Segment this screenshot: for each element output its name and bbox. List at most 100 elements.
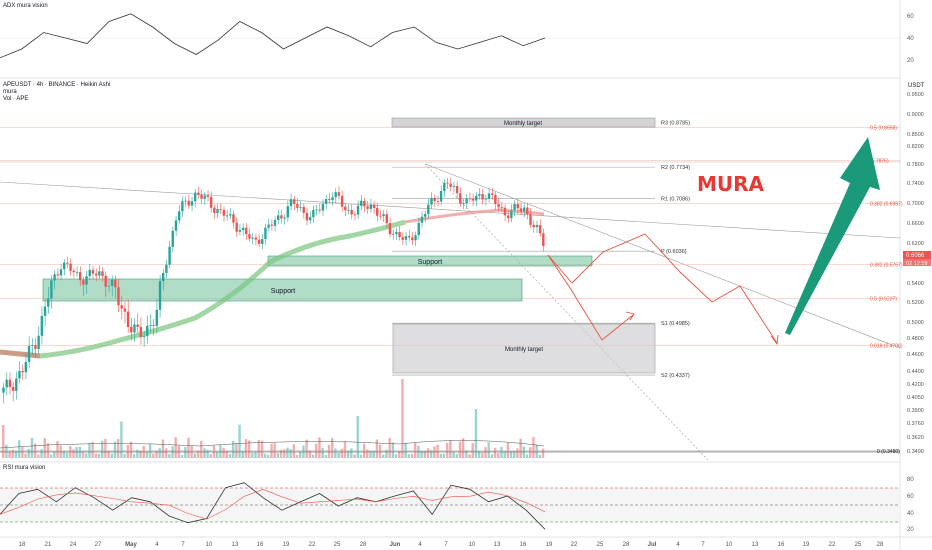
candle-body xyxy=(471,198,475,201)
candle-body xyxy=(340,195,344,207)
candle-body xyxy=(5,379,8,388)
candle-body xyxy=(206,195,210,197)
adx-title[interactable]: ADX mura vision xyxy=(3,3,48,9)
candle-body xyxy=(462,203,465,205)
volume-bar xyxy=(145,451,149,458)
candle-body xyxy=(50,280,53,299)
price-tick: 0.3760 xyxy=(907,421,924,427)
volume-bar xyxy=(509,451,513,458)
volume-bar xyxy=(327,444,331,458)
price-tick: 0.6200 xyxy=(907,241,924,247)
volume-bar xyxy=(461,438,465,458)
time-tick: 28 xyxy=(360,542,367,548)
candle-body xyxy=(360,200,363,206)
candle-body xyxy=(379,215,382,217)
candle-body xyxy=(136,324,139,328)
price-tick: 0.7400 xyxy=(907,181,924,187)
rsi-title[interactable]: RSI mura vision xyxy=(3,465,46,471)
volume-bar xyxy=(184,447,187,458)
candle-body xyxy=(385,214,388,224)
projection-path-head xyxy=(770,334,779,346)
candle-body xyxy=(315,209,318,211)
candle-body xyxy=(82,280,85,285)
volume-bar xyxy=(209,454,213,458)
candle-body xyxy=(66,262,69,264)
candle-body xyxy=(478,194,481,196)
rsi-ytick: 40 xyxy=(907,511,914,517)
volume-bar xyxy=(315,443,318,458)
trendline xyxy=(424,163,901,349)
candle-body xyxy=(117,287,120,306)
volume-bar xyxy=(289,448,292,458)
volume-bar xyxy=(110,453,113,458)
time-tick: Jun xyxy=(390,542,401,548)
candle-body xyxy=(11,387,15,391)
volume-bar xyxy=(222,448,225,458)
adx-ytick: 40 xyxy=(907,36,914,42)
candle-body xyxy=(526,207,529,215)
candle-body xyxy=(104,275,107,287)
volume-bar xyxy=(231,440,235,458)
volume-bar xyxy=(228,454,232,458)
candle-body xyxy=(398,231,401,238)
volume-bar xyxy=(49,454,53,458)
volume-bar xyxy=(46,443,50,458)
rsi-pane: 80 60 40 20 xyxy=(0,477,914,533)
volume-bar xyxy=(33,443,37,458)
time-tick: Jul xyxy=(648,542,657,548)
volume-bar xyxy=(216,452,219,458)
volume-bar xyxy=(206,449,209,458)
candle-body xyxy=(241,227,245,231)
candle-body xyxy=(465,198,468,204)
volume-bar xyxy=(394,454,398,458)
candle-body xyxy=(190,201,194,206)
candle-body xyxy=(174,220,178,231)
time-tick: 13 xyxy=(494,542,501,548)
volume-bar xyxy=(30,437,34,458)
volume-bar xyxy=(78,446,82,458)
candle-body xyxy=(292,199,296,204)
price-tick: 0.3620 xyxy=(907,435,924,441)
candle-body xyxy=(8,379,12,388)
symbol-title[interactable]: APEUSDT · 4h · BINANCE · Heikin Ashi xyxy=(3,82,111,88)
volume-bar xyxy=(81,451,85,458)
candle-body xyxy=(261,239,264,244)
time-tick: 28 xyxy=(877,542,884,548)
time-tick: 27 xyxy=(95,542,102,548)
volume-bar xyxy=(295,454,299,458)
candle-body xyxy=(532,224,535,228)
volume-bar xyxy=(5,444,8,458)
volume-bar xyxy=(56,441,59,458)
candle-body xyxy=(439,191,443,202)
volume-bar xyxy=(40,449,43,458)
volume-bar xyxy=(410,454,414,458)
candle-body xyxy=(53,274,56,281)
volume-bar xyxy=(372,451,375,458)
volume-bar xyxy=(21,446,24,458)
time-tick: 16 xyxy=(778,542,785,548)
fib-label: 0.618 (0.4706) xyxy=(870,344,903,350)
volume-bar xyxy=(187,437,190,458)
zone-label: Monthly target xyxy=(505,347,543,353)
candle-body xyxy=(142,336,146,338)
ma-band-left xyxy=(0,349,41,359)
candle-body xyxy=(248,234,251,239)
candle-body xyxy=(238,230,242,232)
volume-bar xyxy=(225,451,228,458)
volume-bar xyxy=(398,450,401,458)
indicator-volume[interactable]: Vol · APE xyxy=(3,96,29,102)
candle-body xyxy=(395,231,398,234)
countdown-tag xyxy=(903,259,931,266)
volume-bar xyxy=(516,448,519,458)
adx-ytick: 60 xyxy=(907,14,914,20)
time-tick: 19 xyxy=(546,542,553,548)
candle-body xyxy=(407,236,411,238)
volume-bar xyxy=(481,452,484,458)
volume-bar xyxy=(219,444,222,458)
candle-body xyxy=(133,324,136,333)
volume-ma xyxy=(0,440,545,449)
indicator-mura[interactable]: mura xyxy=(3,89,17,95)
volume-bar xyxy=(513,451,516,458)
candle-body xyxy=(94,273,98,276)
